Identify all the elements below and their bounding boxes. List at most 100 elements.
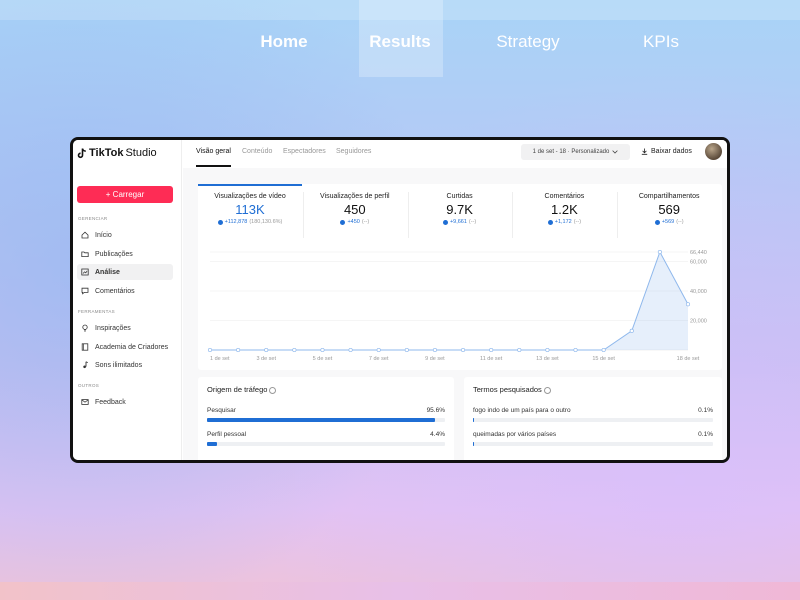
- kpi-item[interactable]: Visualizações de perfil 450 +450 (--): [303, 193, 407, 225]
- sidebar: TikTok Studio + Carregar GERENCIAR Iníci…: [73, 140, 182, 460]
- delta-up-icon: [340, 219, 346, 225]
- date-range-select[interactable]: 1 de set - 18 · Personalizado: [521, 144, 630, 160]
- data-point: [376, 347, 381, 353]
- nav-strategy[interactable]: Strategy: [496, 32, 560, 51]
- kpi-delta: +9,661 (--): [408, 219, 512, 225]
- kpi-value: 450: [343, 202, 366, 217]
- nav-results[interactable]: Results: [369, 32, 431, 51]
- kpi-delta-value: +112,878: [224, 219, 248, 225]
- comment-icon: [81, 287, 89, 295]
- bar-fill: [207, 442, 218, 446]
- lightbulb-icon: [81, 324, 89, 332]
- nav-active-highlight: [359, 0, 443, 77]
- info-icon[interactable]: [543, 386, 551, 394]
- sidebar-item-label: Análise: [95, 268, 120, 276]
- kpi-delta-value: +1,172: [554, 219, 572, 225]
- sidebar-item-unlimited-sounds[interactable]: Sons ilimitados: [77, 357, 173, 373]
- row-label: fogo indo de um país para o outro: [473, 407, 571, 414]
- music-icon: [81, 361, 89, 369]
- kpi-card: Visualizações de vídeo 113K +112,878 (180,1…: [198, 184, 722, 370]
- kpi-label: Compartilhamentos: [638, 193, 700, 200]
- kpi-delta: +112,878 (180,130.6%): [198, 219, 302, 225]
- kpi-label: Comentários: [544, 193, 585, 200]
- terms-title: Termos pesquisados: [473, 385, 551, 394]
- kpi-label: Visualizações de perfil: [320, 193, 390, 200]
- views-chart: 66,440 60,000 40,000 20,000 1 de set 3 de set…: [207, 249, 707, 362]
- app-window-frame: TikTok Studio + Carregar GERENCIAR Iníci…: [70, 137, 730, 463]
- tiktok-logo[interactable]: TikTok Studio: [77, 147, 157, 159]
- tab-followers[interactable]: Seguidores: [336, 148, 372, 155]
- x-tick-label: 5 de set: [313, 356, 333, 362]
- sidebar-item-creator-academy[interactable]: Academia de Criadores: [77, 339, 173, 355]
- tab-content[interactable]: Conteúdo: [242, 148, 273, 155]
- download-label: Baixar dados: [651, 148, 692, 155]
- bar-fill: [473, 442, 474, 446]
- row-value: 4.4%: [430, 431, 445, 438]
- sidebar-item-label: Sons ilimitados: [95, 361, 143, 369]
- tab-overview[interactable]: Visão geral: [196, 148, 231, 155]
- y-tick-label: 20,000: [690, 318, 707, 324]
- x-tick-label: 9 de set: [425, 356, 445, 362]
- download-data-button[interactable]: Baixar dados: [641, 148, 692, 155]
- x-tick-label: 7 de set: [369, 356, 389, 362]
- chart-icon: [81, 268, 89, 276]
- kpi-item[interactable]: Compartilhamentos 569 +569 (--): [617, 193, 721, 225]
- data-point: [236, 347, 241, 353]
- nav-home[interactable]: Home: [260, 32, 308, 51]
- bar-track: [473, 442, 713, 446]
- kpi-item[interactable]: Visualizações de vídeo 113K +112,878 (180,1…: [198, 193, 302, 225]
- main-content: Visão geral Conteúdo Espectadores Seguid…: [183, 140, 727, 460]
- sidebar-item-label: Publicações: [95, 250, 133, 258]
- upload-button[interactable]: + Carregar: [77, 186, 173, 203]
- x-tick-label: 1 de set: [210, 356, 230, 362]
- section-tools: FERRAMENTAS: [78, 309, 115, 314]
- sidebar-item-label: Feedback: [95, 398, 126, 406]
- data-point: [545, 347, 550, 353]
- traffic-title-text: Origem de tráfego: [207, 385, 268, 394]
- kpi-delta: +450 (--): [303, 219, 407, 225]
- kpi-separator: [302, 192, 304, 238]
- data-point: [489, 347, 494, 353]
- brand-suffix: Studio: [125, 147, 157, 159]
- sidebar-item-comments[interactable]: Comentários: [77, 283, 173, 299]
- sidebar-item-inspirations[interactable]: Inspirações: [77, 320, 173, 336]
- kpi-separator: [512, 192, 514, 238]
- traffic-source-card: Origem de tráfego Pesquisar 95.6% Perfil p…: [198, 377, 454, 460]
- row-value: 0.1%: [698, 431, 713, 438]
- nav-kpis[interactable]: KPIs: [643, 32, 679, 51]
- kpi-item[interactable]: Comentários 1.2K +1,172 (--): [512, 193, 616, 225]
- info-icon[interactable]: [269, 386, 277, 394]
- section-manage: GERENCIAR: [78, 216, 108, 221]
- kpi-value: 9.7K: [446, 202, 473, 217]
- top-nav: Home Results Strategy KPIs: [0, 0, 800, 78]
- avatar[interactable]: [705, 143, 722, 160]
- row-value: 95.6%: [426, 407, 445, 414]
- data-point: [685, 302, 691, 307]
- kpi-delta-value: +450: [347, 219, 360, 225]
- data-point: [432, 347, 437, 353]
- y-tick-label: 40,000: [690, 289, 707, 295]
- bar-fill: [473, 418, 474, 422]
- kpi-active-indicator: [198, 184, 302, 186]
- top-nav-band: [0, 0, 800, 20]
- sidebar-item-home[interactable]: Início: [77, 227, 173, 243]
- active-tab-underline: [196, 165, 231, 167]
- data-point: [292, 347, 297, 353]
- kpi-item[interactable]: Curtidas 9.7K +9,661 (--): [408, 193, 512, 225]
- kpi-delta-percent: (--): [573, 219, 582, 225]
- data-point: [207, 347, 213, 353]
- kpi-delta-percent: (180,130.6%): [249, 219, 283, 225]
- row-value: 0.1%: [698, 407, 713, 414]
- data-point: [404, 347, 409, 353]
- mail-icon: [81, 398, 89, 406]
- sidebar-item-analytics[interactable]: Análise: [77, 264, 173, 280]
- kpi-separator: [407, 192, 409, 238]
- bar-fill: [207, 418, 435, 422]
- data-point: [320, 347, 325, 353]
- sidebar-item-feedback[interactable]: Feedback: [77, 394, 173, 410]
- tab-viewers[interactable]: Espectadores: [283, 148, 326, 155]
- sidebar-item-posts[interactable]: Publicações: [77, 246, 173, 262]
- delta-up-icon: [654, 219, 660, 225]
- series-line: [210, 250, 689, 351]
- sidebar-item-label: Comentários: [95, 287, 135, 295]
